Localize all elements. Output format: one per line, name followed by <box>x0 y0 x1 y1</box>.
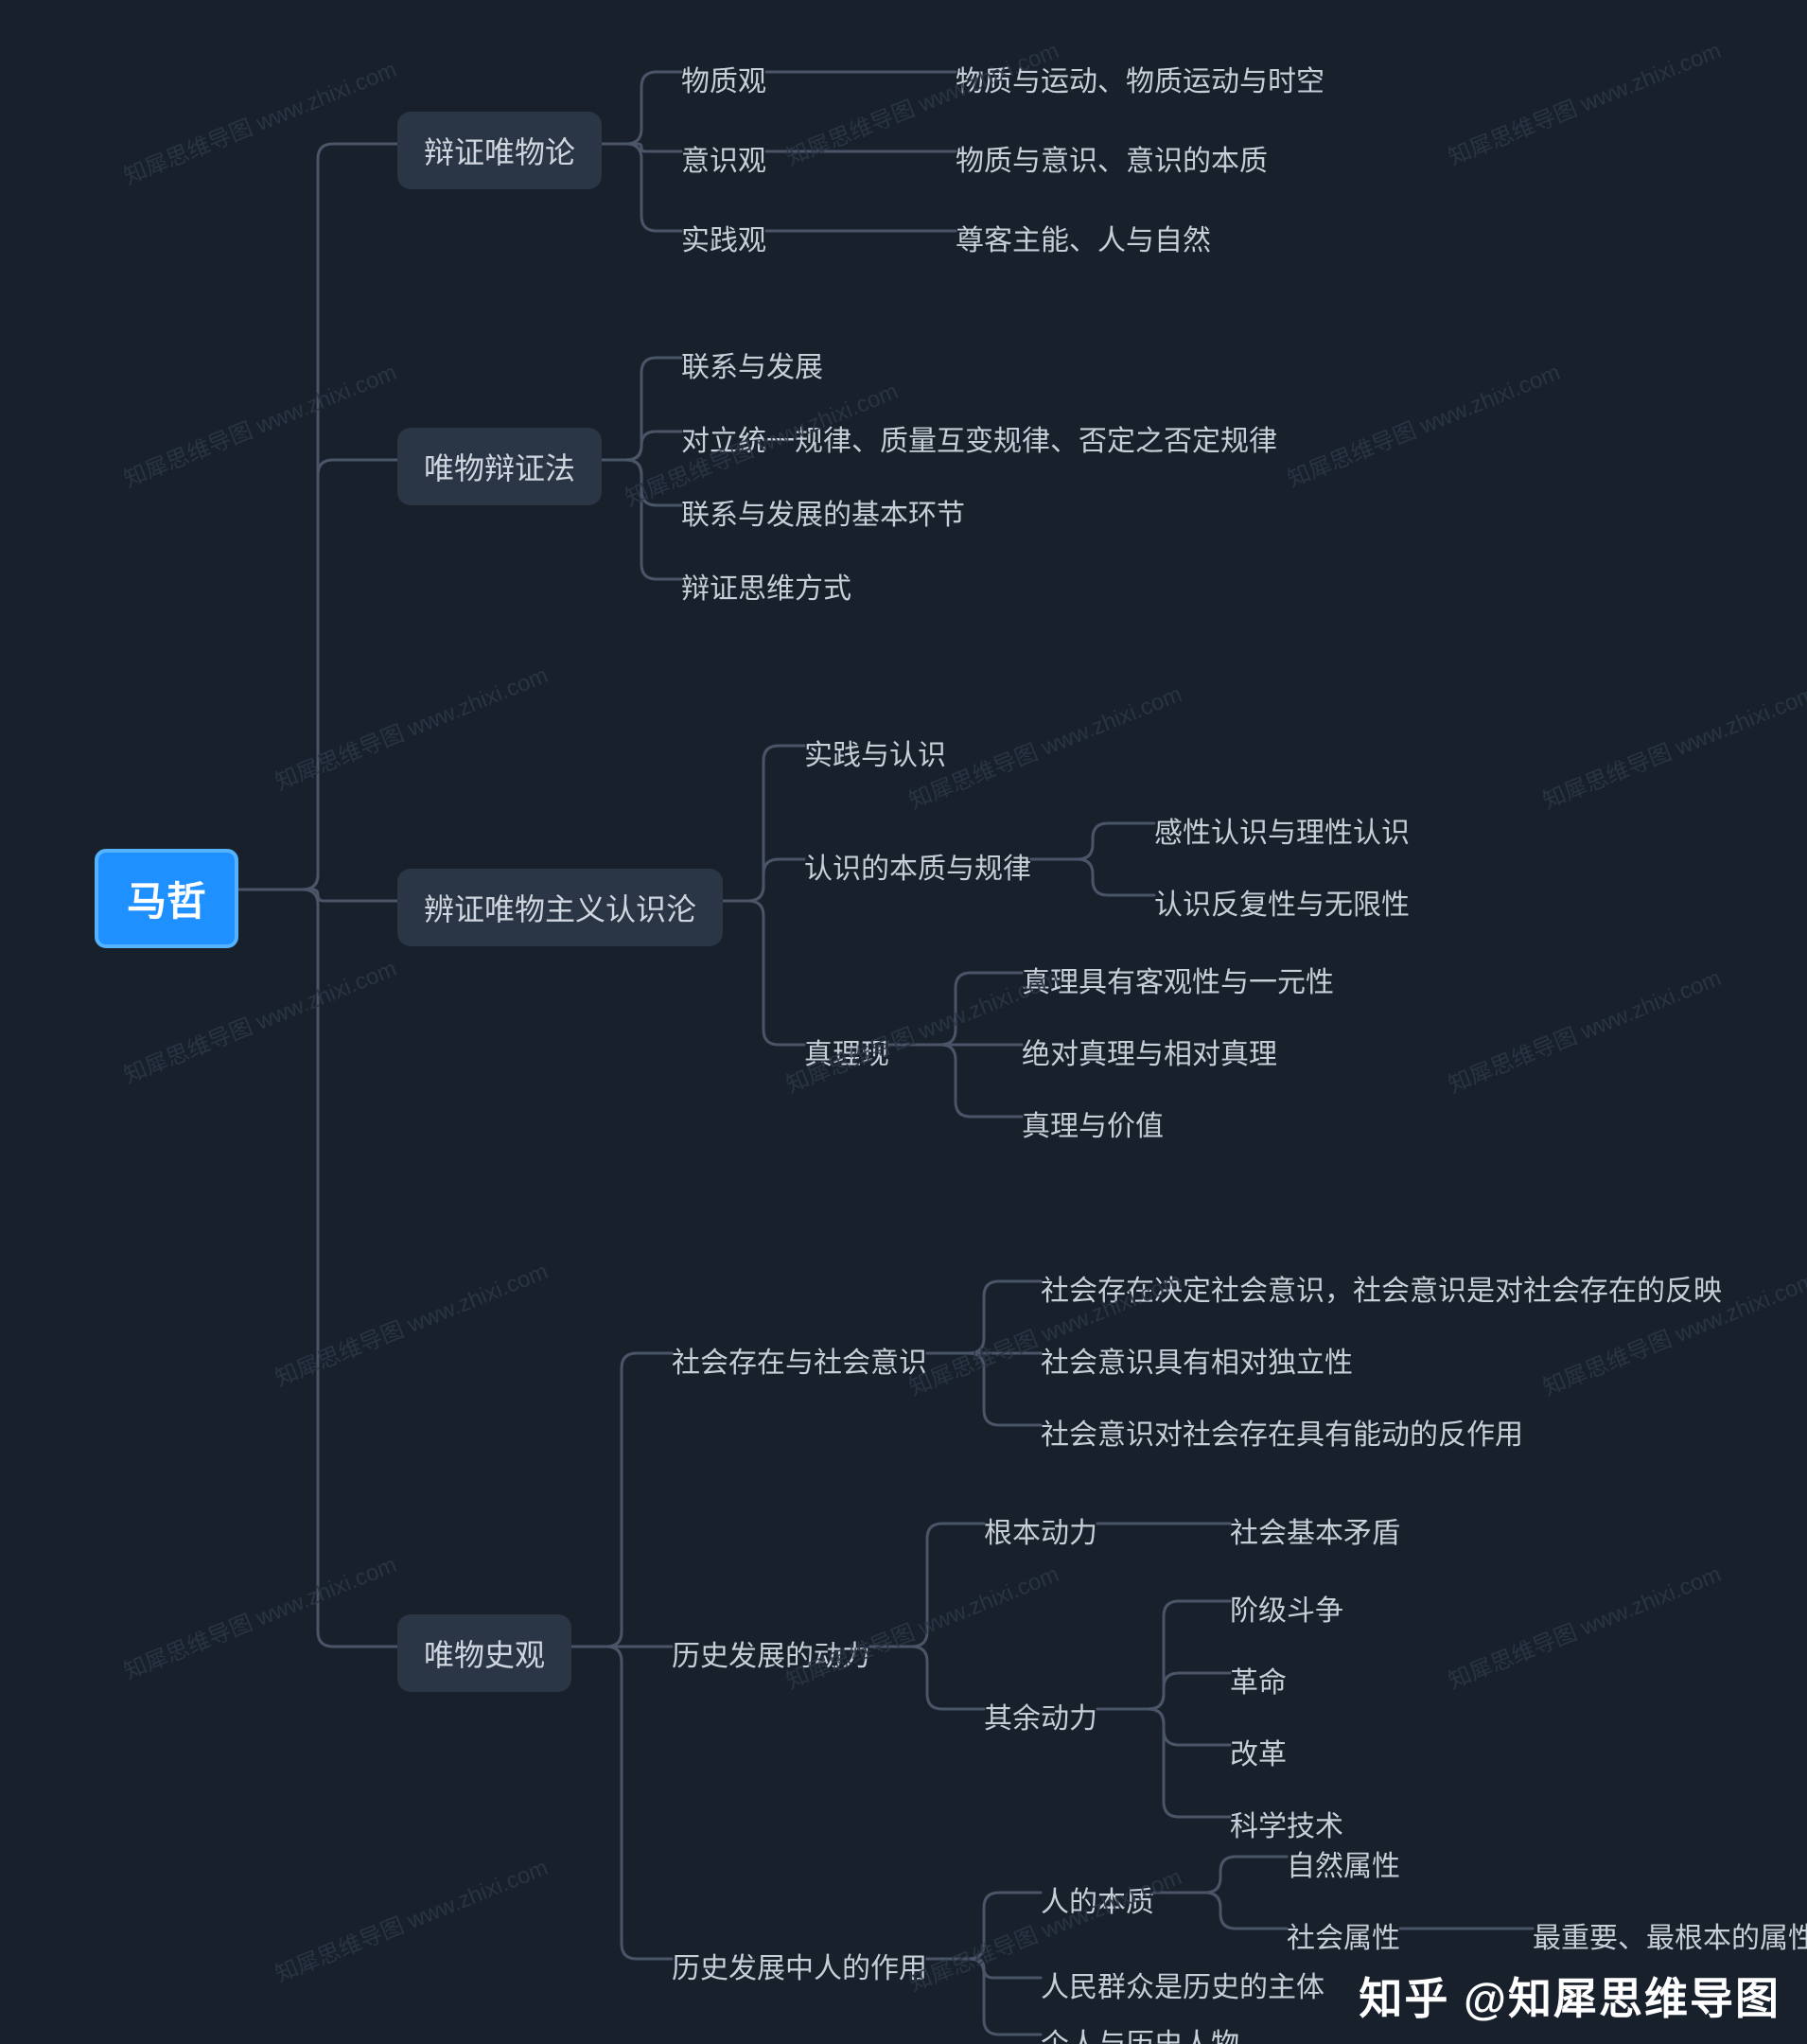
watermark: 知犀思维导图 www.zhixi.com <box>118 1546 401 1686</box>
node-b3c3[interactable]: 真理现 <box>804 1027 889 1076</box>
node-b4c2a1[interactable]: 社会基本矛盾 <box>1230 1506 1400 1555</box>
node-b4c2b[interactable]: 其余动力 <box>984 1691 1097 1740</box>
node-root[interactable]: 马哲 <box>95 849 238 948</box>
watermark: 知犀思维导图 www.zhixi.com <box>1443 32 1726 172</box>
watermark: 知犀思维导图 www.zhixi.com <box>118 354 401 494</box>
node-b3c2[interactable]: 认识的本质与规律 <box>804 841 1031 890</box>
node-b4c1[interactable]: 社会存在与社会意识 <box>672 1335 927 1384</box>
watermark: 知犀思维导图 www.zhixi.com <box>1282 354 1565 494</box>
node-b1[interactable]: 辩证唯物论 <box>397 112 602 189</box>
node-b4c2[interactable]: 历史发展的动力 <box>672 1629 870 1678</box>
node-b1c2[interactable]: 意识观 <box>681 133 766 183</box>
watermark: 知犀思维导图 www.zhixi.com <box>1443 960 1726 1100</box>
mindmap-stage: 马哲 辩证唯物论 物质观 物质与运动、物质运动与时空意识观 物质与意识、意识的本质实践观… <box>0 0 1807 2044</box>
node-b4c3a1[interactable]: 自然属性 <box>1287 1839 1400 1888</box>
node-b1c1[interactable]: 物质观 <box>681 54 766 103</box>
edges-layer <box>0 0 1807 2044</box>
attribution-text: 知乎 @知犀思维导图 <box>1359 1965 1781 2027</box>
node-b3[interactable]: 辨证唯物主义认识沦 <box>397 869 723 946</box>
node-b2c2[interactable]: 对立统一规律、质量互变规律、否定之否定规律 <box>681 414 1277 463</box>
node-b4c2b3[interactable]: 改革 <box>1230 1727 1287 1776</box>
node-b4c3c[interactable]: 个人与历史人物 <box>1041 2017 1239 2044</box>
node-b4[interactable]: 唯物史观 <box>397 1614 571 1692</box>
node-b4c1b[interactable]: 社会意识具有相对独立性 <box>1041 1335 1353 1384</box>
node-b4c2b1[interactable]: 阶级斗争 <box>1230 1583 1343 1632</box>
watermark: 知犀思维导图 www.zhixi.com <box>118 51 401 191</box>
node-b4c1c[interactable]: 社会意识对社会存在具有能动的反作用 <box>1041 1407 1523 1456</box>
node-b4c3a2[interactable]: 社会属性 <box>1287 1911 1400 1960</box>
node-b4c3a2x[interactable]: 最重要、最根本的属性 <box>1533 1911 1807 1960</box>
node-b4c1a[interactable]: 社会存在决定社会意识，社会意识是对社会存在的反映 <box>1041 1263 1722 1313</box>
watermark: 知犀思维导图 www.zhixi.com <box>270 1253 553 1393</box>
node-b3c3b[interactable]: 绝对真理与相对真理 <box>1022 1027 1277 1076</box>
node-b3c3c[interactable]: 真理与价值 <box>1022 1099 1164 1148</box>
node-b1c1a[interactable]: 物质与运动、物质运动与时空 <box>956 54 1325 103</box>
node-b2[interactable]: 唯物辩证法 <box>397 428 602 505</box>
watermark: 知犀思维导图 www.zhixi.com <box>1443 1556 1726 1696</box>
node-b4c2a[interactable]: 根本动力 <box>984 1506 1097 1555</box>
node-b4c3[interactable]: 历史发展中人的作用 <box>672 1941 927 1990</box>
watermark: 知犀思维导图 www.zhixi.com <box>118 950 401 1090</box>
node-b3c1[interactable]: 实践与认识 <box>804 728 946 777</box>
watermark: 知犀思维导图 www.zhixi.com <box>270 657 553 797</box>
node-b3c2b[interactable]: 认识反复性与无限性 <box>1154 877 1410 926</box>
node-b3c3a[interactable]: 真理具有客观性与一元性 <box>1022 955 1334 1004</box>
node-b2c4[interactable]: 辩证思维方式 <box>681 561 851 610</box>
node-b1c3[interactable]: 实践观 <box>681 213 766 262</box>
node-b1c2a[interactable]: 物质与意识、意识的本质 <box>956 133 1268 183</box>
watermark: 知犀思维导图 www.zhixi.com <box>270 1849 553 1989</box>
watermark: 知犀思维导图 www.zhixi.com <box>1537 676 1807 816</box>
node-b4c3a[interactable]: 人的本质 <box>1041 1875 1154 1924</box>
node-b2c3[interactable]: 联系与发展的基本环节 <box>681 487 965 537</box>
node-b1c3a[interactable]: 尊客主能、人与自然 <box>956 213 1211 262</box>
node-b4c3b[interactable]: 人民群众是历史的主体 <box>1041 1960 1325 2009</box>
node-b3c2a[interactable]: 感性认识与理性认识 <box>1154 805 1410 855</box>
node-b2c1[interactable]: 联系与发展 <box>681 340 823 389</box>
node-b4c2b2[interactable]: 革命 <box>1230 1655 1287 1704</box>
